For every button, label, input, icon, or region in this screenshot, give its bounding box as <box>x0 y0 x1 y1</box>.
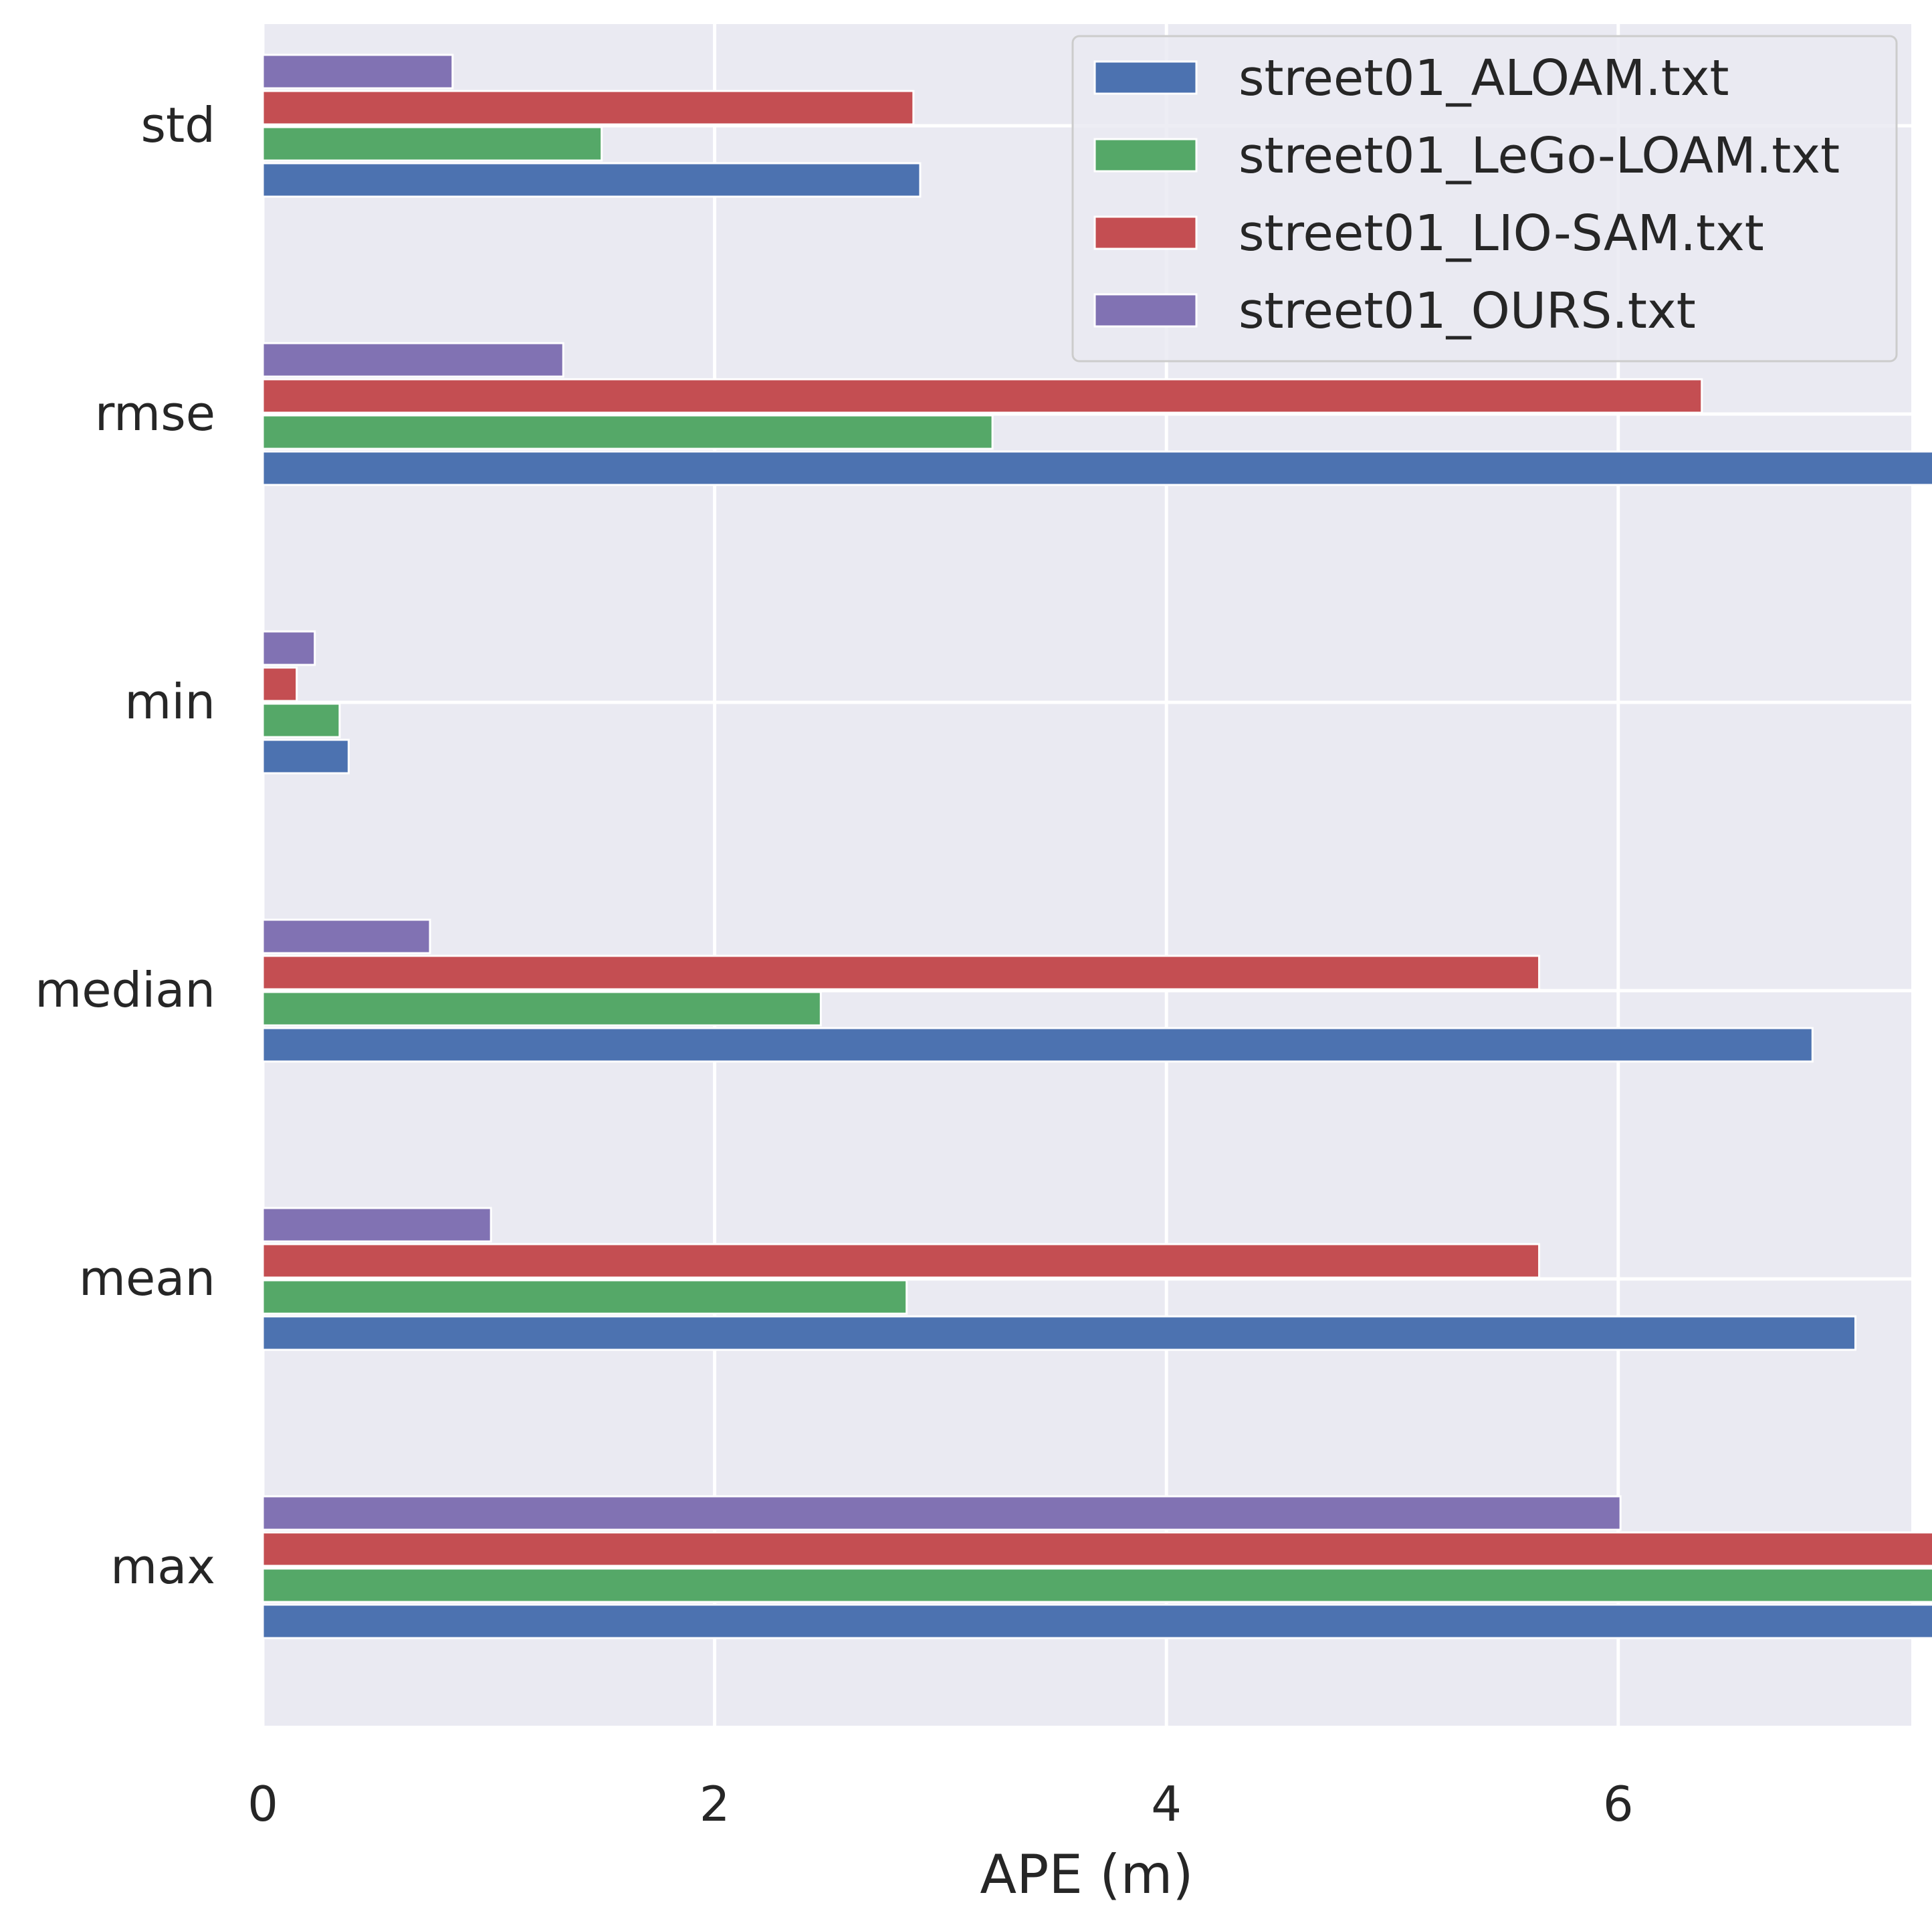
bar <box>261 702 341 738</box>
bar <box>261 1531 1932 1567</box>
legend-label: street01_LeGo-LOAM.txt <box>1239 127 1840 185</box>
bar <box>261 1495 1622 1531</box>
bar <box>261 162 922 198</box>
bar <box>261 630 316 666</box>
y-tick-label: median <box>35 962 215 1018</box>
x-tick-label: 2 <box>700 1776 730 1832</box>
bar <box>261 1567 1932 1603</box>
bar <box>261 1243 1541 1279</box>
legend-label: street01_LIO-SAM.txt <box>1239 205 1764 262</box>
bar <box>261 126 603 162</box>
bar <box>261 450 1932 486</box>
bar <box>261 1027 1814 1063</box>
bar <box>261 1279 908 1315</box>
bar <box>261 414 994 450</box>
bar <box>261 954 1541 991</box>
y-tick-label: min <box>124 674 215 730</box>
bar <box>261 738 350 775</box>
bar <box>261 90 915 126</box>
y-tick-label: mean <box>79 1250 215 1306</box>
legend-label: street01_OURS.txt <box>1239 282 1696 340</box>
legend-frame <box>1071 35 1898 363</box>
bar <box>261 1315 1856 1351</box>
bar <box>261 991 822 1027</box>
x-tick-label: 4 <box>1151 1776 1182 1832</box>
legend-swatch <box>1093 215 1198 250</box>
y-tick-label: max <box>110 1538 215 1595</box>
bar <box>261 666 298 702</box>
legend-label: street01_ALOAM.txt <box>1239 49 1729 107</box>
x-tick-labels: 02468101214 <box>247 1776 1634 1832</box>
y-tick-label: rmse <box>95 385 215 441</box>
x-tick-label: 6 <box>1603 1776 1634 1832</box>
x-tick-label: 0 <box>247 1776 278 1832</box>
bar <box>261 918 431 954</box>
y-tick-labels: max mean median min rmse std <box>35 97 215 1595</box>
legend-swatch <box>1093 293 1198 328</box>
bar <box>261 342 564 378</box>
bar <box>261 1603 1932 1639</box>
legend-swatch <box>1093 60 1198 95</box>
legend-swatch <box>1093 138 1198 173</box>
x-axis-title: APE (m) <box>980 1843 1193 1906</box>
bars <box>261 54 1932 1639</box>
y-tick-label: std <box>141 97 215 153</box>
bar <box>261 1207 492 1243</box>
bar <box>261 378 1703 414</box>
bar <box>261 54 454 90</box>
legend: street01_ALOAM.txt street01_LeGo-LOAM.txt… <box>1071 35 1898 363</box>
